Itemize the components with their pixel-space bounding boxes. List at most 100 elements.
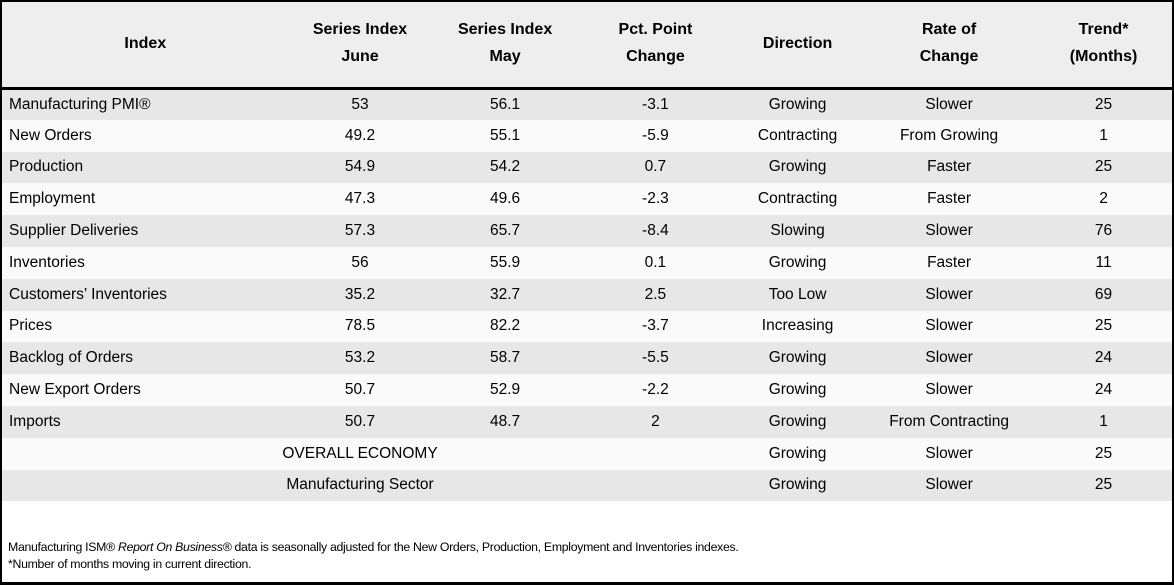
cell-series-index-june: 53.2	[288, 342, 432, 375]
cell-pct-point-change: 2	[578, 405, 733, 438]
footnote-seasonal-adjustment: Manufacturing ISM® Report On Business® d…	[8, 539, 1172, 555]
cell-pct-point-change: -5.9	[578, 119, 733, 152]
cell-pct-point-change: -3.7	[578, 310, 733, 343]
cell-direction: Increasing	[732, 310, 864, 343]
cell-rate-of-change: Slower	[863, 310, 1036, 343]
table-row-manufacturing-pmi: Manufacturing PMI® 53 56.1 -3.1 Growing …	[2, 88, 1172, 120]
cell-trend-months: 1	[1035, 119, 1172, 152]
cell-index: Backlog of Orders	[2, 342, 289, 375]
cell-rate-of-change: Slower	[863, 469, 1036, 502]
cell-rate-of-change: Slower	[863, 278, 1036, 311]
report-on-business-title: Report On Business®	[117, 540, 232, 555]
cell-index: Inventories	[2, 246, 289, 279]
cell-index: Production	[2, 151, 289, 184]
cell-index: Imports	[2, 405, 289, 438]
cell-rate-of-change: Faster	[863, 151, 1036, 184]
cell-rate-of-change: Faster	[863, 246, 1036, 279]
cell-pct-point-change	[578, 437, 733, 470]
cell-series-index-june: 53	[288, 88, 432, 120]
cell-pct-point-change: 0.7	[578, 151, 733, 184]
column-header-rate-of-change: Rate of Change	[863, 2, 1036, 90]
cell-pct-point-change: -2.3	[578, 183, 733, 216]
column-header-trend-months: Trend* (Months)	[1035, 2, 1172, 90]
cell-direction: Growing	[732, 469, 864, 502]
cell-series-index-june: 47.3	[288, 183, 432, 216]
cell-direction: Growing	[732, 405, 864, 438]
cell-pct-point-change: 2.5	[578, 278, 733, 311]
column-header-series-index-may: Series Index May	[431, 2, 579, 90]
cell-trend-months: 25	[1035, 469, 1172, 502]
table-header: Index Series Index June Series Index May…	[2, 2, 1172, 90]
cell-direction: Contracting	[732, 119, 864, 152]
cell-index: Supplier Deliveries	[2, 215, 289, 247]
cell-summary-label: OVERALL ECONOMY	[282, 437, 438, 470]
cell-series-index-june: 49.2	[288, 119, 432, 152]
cell-rate-of-change: From Growing	[863, 119, 1036, 152]
cell-summary-label: Manufacturing Sector	[286, 469, 434, 502]
cell-trend-months: 76	[1035, 215, 1172, 247]
cell-rate-of-change: Slower	[863, 342, 1036, 375]
cell-direction: Growing	[732, 437, 864, 470]
cell-index: Employment	[2, 183, 289, 216]
table-row-backlog-of-orders: Backlog of Orders 53.2 58.7 -5.5 Growing…	[2, 342, 1172, 375]
cell-series-index-june: 56	[288, 246, 432, 279]
cell-pct-point-change: -5.5	[578, 342, 733, 375]
indexes-summary-table: Index Series Index June Series Index May…	[2, 2, 1172, 502]
cell-direction: Contracting	[732, 183, 864, 216]
cell-trend-months: 1	[1035, 405, 1172, 438]
column-header-series-index-june: Series Index June	[288, 2, 432, 90]
column-header-index: Index	[2, 2, 289, 90]
cell-index: Manufacturing PMI®	[2, 88, 289, 120]
table-row-new-export-orders: New Export Orders 50.7 52.9 -2.2 Growing…	[2, 374, 1172, 406]
cell-trend-months: 25	[1035, 88, 1172, 120]
cell-direction: Too Low	[732, 278, 864, 311]
table-body: Manufacturing PMI® 53 56.1 -3.1 Growing …	[2, 88, 1172, 502]
cell-trend-months: 25	[1035, 310, 1172, 343]
cell-direction: Growing	[732, 151, 864, 184]
cell-series-index-june: 78.5	[288, 310, 432, 343]
cell-pct-point-change: -8.4	[578, 215, 733, 247]
table-row-prices: Prices 78.5 82.2 -3.7 Increasing Slower …	[2, 310, 1172, 343]
footnote-prefix: Manufacturing ISM®	[8, 540, 118, 555]
column-header-direction: Direction	[732, 2, 864, 90]
cell-index	[2, 469, 289, 502]
table-row-overall-economy: OVERALL ECONOMY Growing Slower 25	[2, 437, 1172, 470]
cell-direction: Growing	[732, 374, 864, 406]
cell-direction: Growing	[732, 342, 864, 375]
cell-rate-of-change: Slower	[863, 374, 1036, 406]
cell-index: Prices	[2, 310, 289, 343]
cell-index: New Orders	[2, 119, 289, 152]
cell-series-index-may: 56.1	[431, 88, 579, 120]
cell-trend-months: 24	[1035, 374, 1172, 406]
cell-rate-of-change: Slower	[863, 437, 1036, 470]
table-row-supplier-deliveries: Supplier Deliveries 57.3 65.7 -8.4 Slowi…	[2, 215, 1172, 247]
cell-series-index-may: 82.2	[431, 310, 579, 343]
cell-series-index-june: 54.9	[288, 151, 432, 184]
cell-rate-of-change: Slower	[863, 88, 1036, 120]
cell-trend-months: 11	[1035, 246, 1172, 279]
cell-pct-point-change: 0.1	[578, 246, 733, 279]
footnotes: Manufacturing ISM® Report On Business® d…	[2, 501, 1172, 579]
cell-trend-months: 24	[1035, 342, 1172, 375]
table-row-inventories: Inventories 56 55.9 0.1 Growing Faster 1…	[2, 246, 1172, 279]
cell-series-index-june: 57.3	[288, 215, 432, 247]
cell-direction: Growing	[732, 88, 864, 120]
cell-series-index-may: 55.9	[431, 246, 579, 279]
column-header-pct-point-change: Pct. Point Change	[578, 2, 733, 90]
cell-pct-point-change	[578, 469, 733, 502]
footnote-suffix: data is seasonally adjusted for the New …	[231, 540, 739, 555]
cell-series-index-may: 54.2	[431, 151, 579, 184]
cell-series-index-june: 35.2	[288, 278, 432, 311]
cell-series-index-may: 58.7	[431, 342, 579, 375]
cell-pct-point-change: -2.2	[578, 374, 733, 406]
cell-direction: Growing	[732, 246, 864, 279]
cell-series-index-june: 50.7	[288, 405, 432, 438]
cell-index: Customers’ Inventories	[2, 278, 289, 311]
table-row-production: Production 54.9 54.2 0.7 Growing Faster …	[2, 151, 1172, 184]
cell-trend-months: 69	[1035, 278, 1172, 311]
cell-rate-of-change: Faster	[863, 183, 1036, 216]
table-row-customers-inventories: Customers’ Inventories 35.2 32.7 2.5 Too…	[2, 278, 1172, 311]
cell-series-index-may	[431, 437, 579, 470]
cell-series-index-may: 48.7	[431, 405, 579, 438]
